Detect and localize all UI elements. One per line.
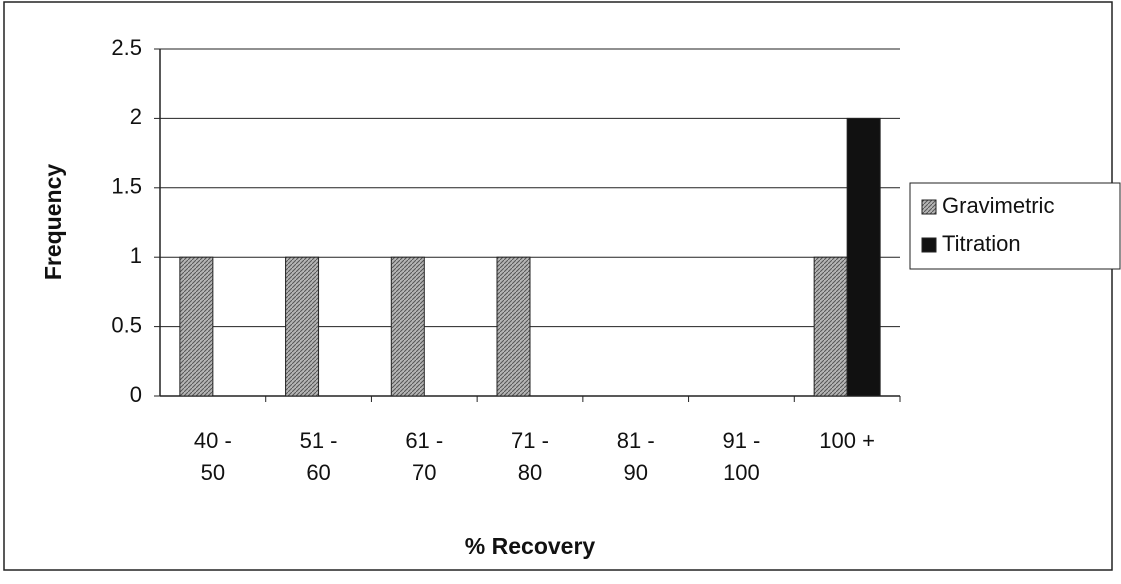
x-tick-label: 91 - 100: [722, 428, 761, 485]
y-tick-label: 0.5: [111, 312, 142, 337]
x-axis-title: % Recovery: [465, 533, 596, 559]
legend-label: Gravimetric: [942, 193, 1054, 218]
bar: [813, 256, 848, 397]
x-tick-label: 40 - 50: [193, 428, 232, 485]
legend-swatch: [921, 237, 937, 253]
x-tick-label: 100 +: [819, 428, 875, 453]
bar: [390, 256, 425, 397]
y-tick-label: 1.5: [111, 174, 142, 199]
y-tick-label: 2: [130, 104, 142, 129]
legend-label: Titration: [942, 231, 1021, 256]
y-axis-title: Frequency: [40, 164, 66, 281]
x-tick-label: 81 - 90: [616, 428, 655, 485]
bar: [846, 117, 881, 397]
bar: [179, 256, 214, 397]
legend-swatch: [921, 199, 937, 215]
x-tick-label: 61 - 70: [405, 428, 444, 485]
legend-box: [909, 182, 1121, 270]
x-tick-label: 51 - 60: [299, 428, 338, 485]
bar: [285, 256, 320, 397]
y-tick-label: 1: [130, 243, 142, 268]
y-tick-label: 2.5: [111, 35, 142, 60]
chart-frame: [3, 1, 1113, 571]
bar: [496, 256, 531, 397]
y-tick-label: 0: [130, 382, 142, 407]
x-tick-label: 71 - 80: [511, 428, 549, 485]
